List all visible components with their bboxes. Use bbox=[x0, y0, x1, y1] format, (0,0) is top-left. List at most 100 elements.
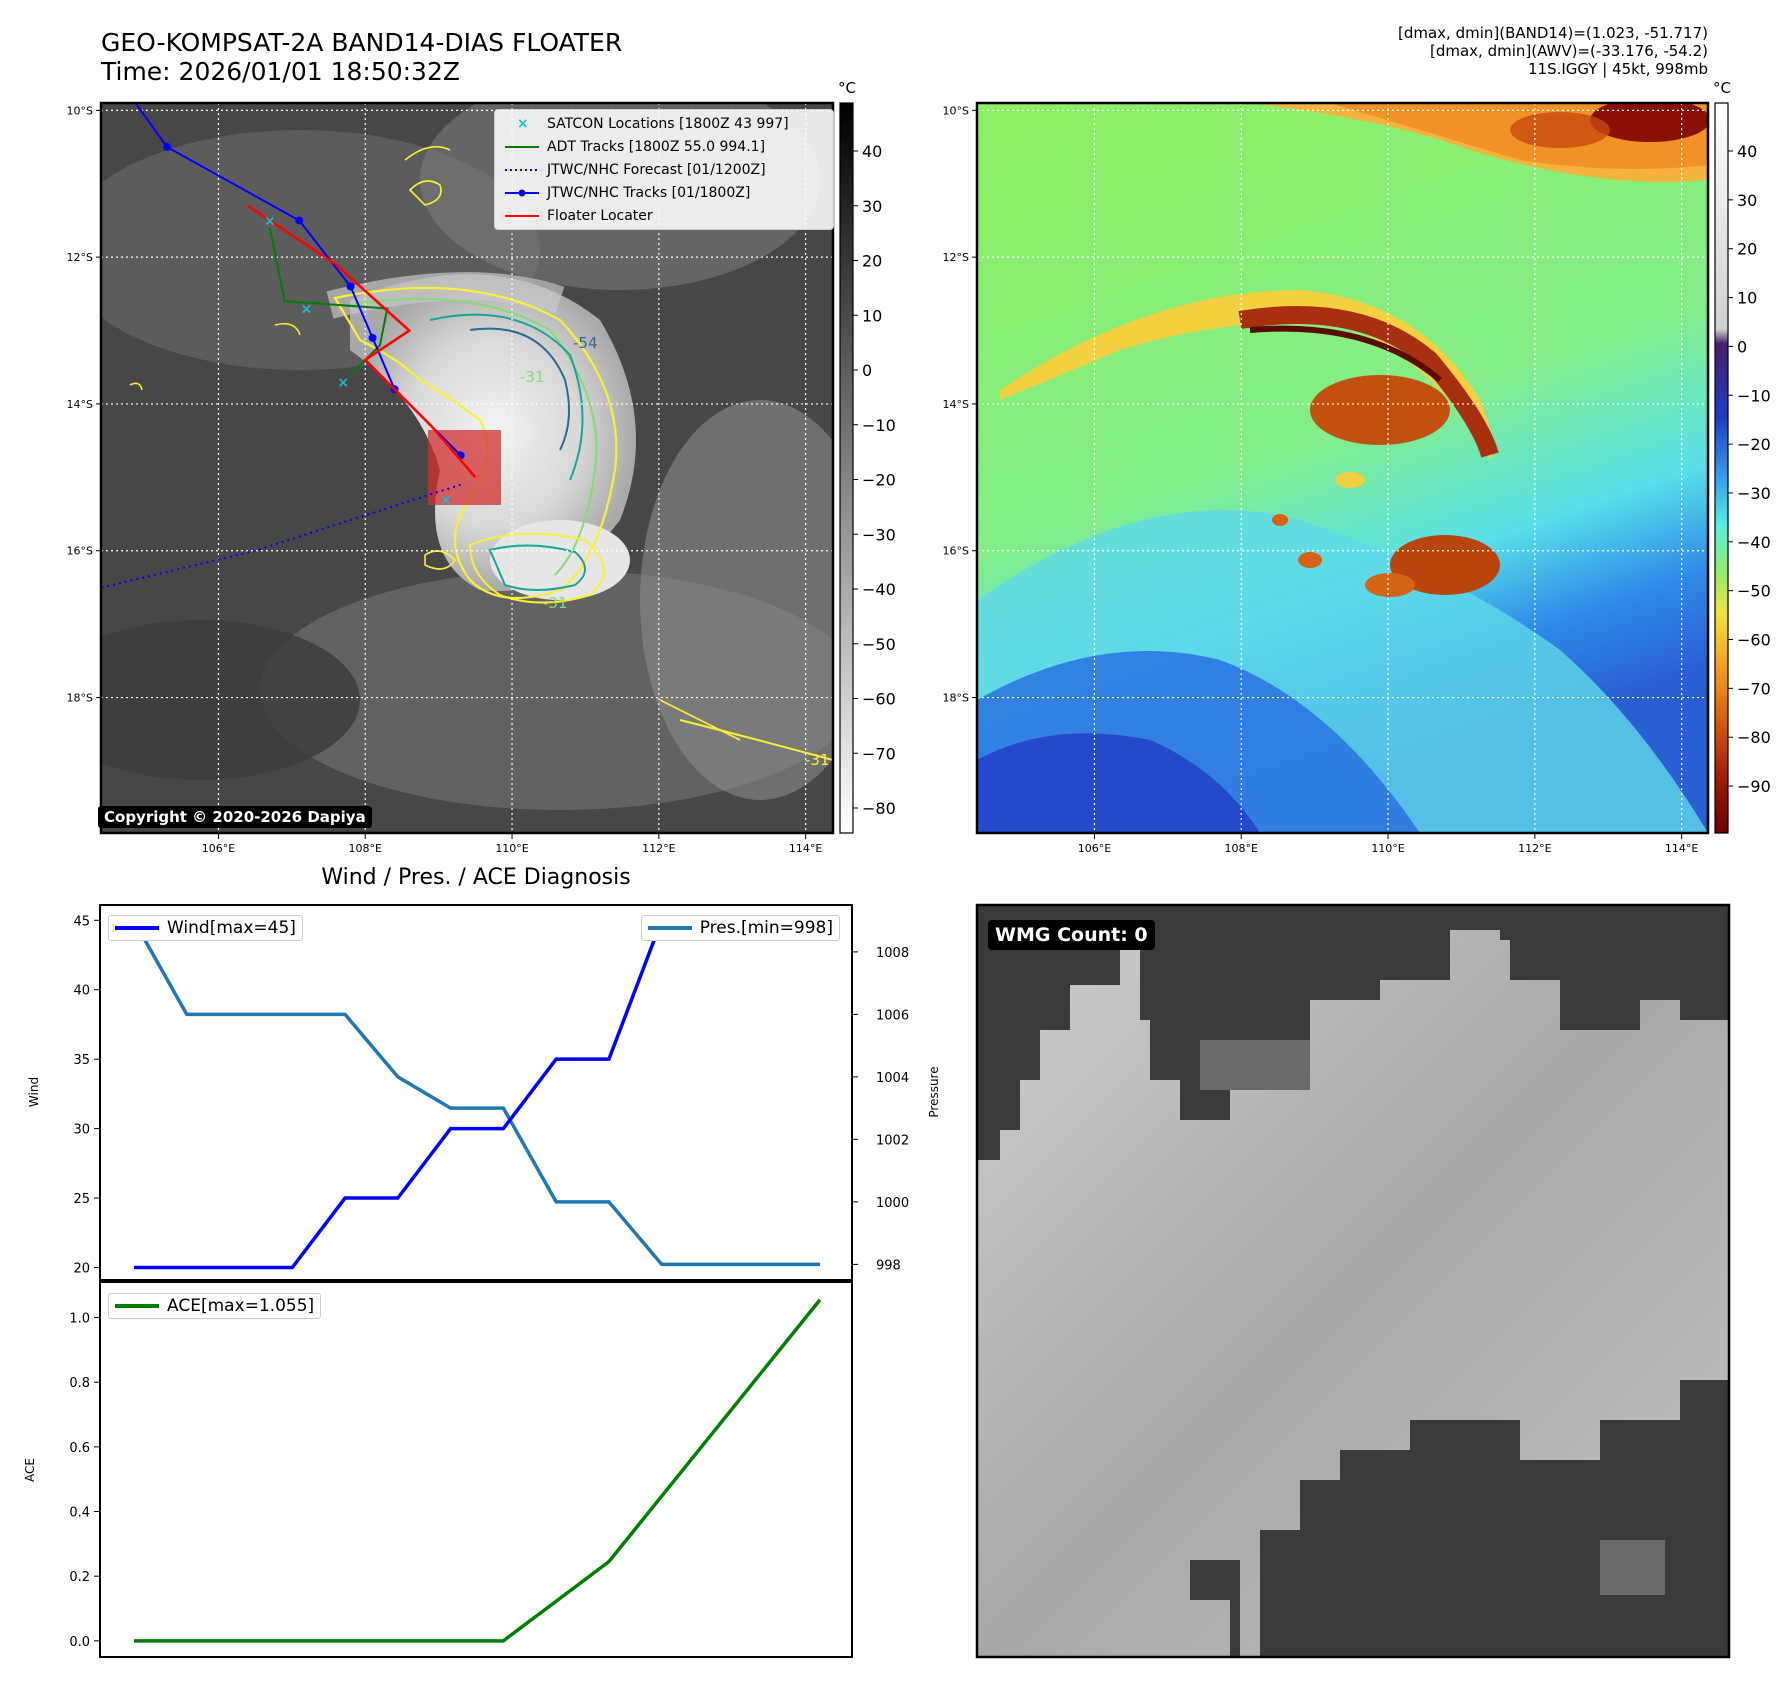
wind-axis-label: Wind bbox=[27, 1077, 41, 1107]
ir-map-frame bbox=[99, 101, 835, 835]
wind-legend-label: Wind[max=45] bbox=[167, 918, 296, 938]
colorbar-tick-label: 10 bbox=[1737, 289, 1757, 308]
colorbar-tick-label: 0 bbox=[862, 361, 872, 380]
contour-label: -54 bbox=[573, 334, 598, 352]
legend-item-floater: Floater Locater bbox=[499, 204, 829, 227]
awv-colorbar-ticks: 40 30 20 10 0 −10 −20 −30 −40 −50 −60 −70 −80 −90 bbox=[1728, 142, 1771, 796]
wmg-warm-patch bbox=[1200, 1040, 1310, 1090]
awv-map: 106°E 108°E 110°E 112°E 114°E 10°S 12°S 14°S 16°… bbox=[943, 101, 1710, 855]
colorbar-tick-label: −50 bbox=[1737, 582, 1771, 601]
colorbar-tick-label: −20 bbox=[1737, 435, 1771, 454]
colorbar-tick-label: −70 bbox=[1737, 679, 1771, 698]
colorbar-tick-label: 30 bbox=[862, 197, 882, 216]
pressure-tick-label: 1006 bbox=[876, 1008, 909, 1023]
wind-legend: Wind[max=45] bbox=[108, 915, 303, 941]
svg-text:×: × bbox=[517, 116, 529, 132]
wind-tick-label: 45 bbox=[73, 914, 90, 929]
adt-track-line bbox=[268, 227, 389, 376]
colorbar-tick-label: −80 bbox=[862, 799, 896, 818]
ace-legend-label: ACE[max=1.055] bbox=[167, 1296, 315, 1316]
legend-label: ADT Tracks [1800Z 55.0 994.1] bbox=[547, 138, 766, 155]
wind-tick-label: 35 bbox=[73, 1053, 90, 1068]
ir-legend: × SATCON Locations [1800Z 43 997] ADT Tr… bbox=[494, 109, 834, 230]
colorbar-tick-label: −50 bbox=[862, 635, 896, 654]
legend-item-satcon: × SATCON Locations [1800Z 43 997] bbox=[499, 112, 829, 135]
ir-contours bbox=[129, 145, 833, 761]
satcon-point: × bbox=[440, 492, 452, 508]
lat-tick-label: 12°S bbox=[67, 251, 93, 264]
lon-tick-label: 112°E bbox=[1518, 842, 1551, 855]
awv-colorbar: °C 40 30 20 10 0 −10 −20 −30 −40 −50 −60 −70 −80 −90 bbox=[1713, 79, 1771, 834]
colorbar-tick-label: −10 bbox=[1737, 386, 1771, 405]
lon-tick-label: 106°E bbox=[1078, 842, 1111, 855]
diag-ace-panel: 0.0 0.2 0.4 0.6 0.8 1.0 ACE bbox=[23, 1281, 853, 1658]
awv-colorbar-ramp bbox=[1714, 102, 1729, 834]
ir-colorbar: °C 40 30 20 10 0 −10 −20 −30 −40 −50 −60 −70 −80 bbox=[838, 79, 896, 834]
diag-title: Wind / Pres. / ACE Diagnosis bbox=[321, 865, 631, 890]
diag-ace-series bbox=[134, 1298, 822, 1643]
lat-tick-label: 10°S bbox=[943, 104, 969, 117]
wmg-count-badge: WMG Count: 0 bbox=[988, 920, 1155, 950]
ace-tick-label: 0.2 bbox=[69, 1570, 90, 1585]
colorbar-tick-label: 40 bbox=[1737, 142, 1757, 161]
x-marker-icon: × bbox=[517, 116, 529, 132]
lon-tick-label: 110°E bbox=[495, 842, 528, 855]
wind-tick-label: 30 bbox=[73, 1123, 90, 1138]
lon-tick-label: 114°E bbox=[1665, 842, 1698, 855]
ace-legend: ACE[max=1.055] bbox=[108, 1293, 322, 1319]
ir-colorbar-unit: °C bbox=[838, 79, 856, 97]
jtwc-track-point bbox=[295, 216, 304, 225]
legend-label: SATCON Locations [1800Z 43 997] bbox=[547, 115, 789, 132]
pressure-tick-label: 1004 bbox=[876, 1071, 909, 1086]
colorbar-tick-label: 40 bbox=[862, 142, 882, 161]
wind-tick-label: 25 bbox=[73, 1192, 90, 1207]
jtwc-track-point bbox=[163, 143, 172, 152]
lon-tick-label: 108°E bbox=[1225, 842, 1258, 855]
lon-tick-label: 110°E bbox=[1371, 842, 1404, 855]
ace-tick-label: 0.0 bbox=[69, 1635, 90, 1650]
lat-tick-label: 14°S bbox=[943, 398, 969, 411]
line-icon bbox=[505, 215, 539, 217]
lat-tick-label: 12°S bbox=[943, 251, 969, 264]
line-dot-icon bbox=[505, 189, 539, 197]
colorbar-tick-label: −60 bbox=[1737, 631, 1771, 650]
line-icon bbox=[505, 146, 539, 148]
awv-gridlines bbox=[977, 103, 1709, 833]
ir-colorbar-ticks: 40 30 20 10 0 −10 −20 −30 −40 −50 −60 −70 −80 bbox=[853, 142, 896, 818]
ace-axis-label: ACE bbox=[23, 1458, 37, 1482]
colorbar-tick-label: 30 bbox=[1737, 191, 1757, 210]
ace-tick-label: 0.6 bbox=[69, 1441, 90, 1456]
pressure-legend-swatch bbox=[647, 926, 692, 930]
contour-label: -31 bbox=[805, 751, 830, 769]
ace-tick-label: 1.0 bbox=[69, 1312, 90, 1327]
diag-ace-ticks: 0.0 0.2 0.4 0.6 0.8 1.0 bbox=[69, 1312, 100, 1650]
colorbar-tick-label: 20 bbox=[862, 252, 882, 271]
floater-box bbox=[428, 430, 501, 505]
colorbar-tick-label: −40 bbox=[1737, 533, 1771, 552]
pressure-series-line bbox=[132, 919, 820, 1267]
colorbar-tick-label: 20 bbox=[1737, 240, 1757, 259]
colorbar-tick-label: −70 bbox=[862, 744, 896, 763]
wind-tick-label: 40 bbox=[73, 984, 90, 999]
contour-label: -31 bbox=[520, 368, 545, 386]
ir-tracks: × × × × bbox=[101, 103, 477, 589]
lon-tick-label: 114°E bbox=[789, 842, 822, 855]
wmg-warm-patch bbox=[1600, 1540, 1665, 1595]
figure-title-line2: Time: 2026/01/01 18:50:32Z bbox=[101, 57, 460, 86]
ir-colorbar-ramp bbox=[839, 102, 854, 834]
lat-tick-label: 18°S bbox=[67, 692, 93, 705]
ir-contour-labels: -31 -31 -54 -31 bbox=[520, 334, 830, 769]
colorbar-tick-label: −10 bbox=[862, 416, 896, 435]
ace-tick-label: 0.8 bbox=[69, 1376, 90, 1391]
colorbar-tick-label: 0 bbox=[1737, 337, 1747, 356]
legend-item-jtwc-tracks: JTWC/NHC Tracks [01/1800Z] bbox=[499, 181, 829, 204]
legend-item-adt: ADT Tracks [1800Z 55.0 994.1] bbox=[499, 135, 829, 158]
legend-label: Floater Locater bbox=[547, 207, 653, 224]
diag-ace-frame bbox=[99, 1281, 853, 1658]
lon-tick-label: 108°E bbox=[349, 842, 382, 855]
dotted-line-icon bbox=[505, 169, 539, 171]
colorbar-tick-label: −20 bbox=[862, 471, 896, 490]
colorbar-tick-label: −80 bbox=[1737, 728, 1771, 747]
lon-tick-label: 112°E bbox=[642, 842, 675, 855]
legend-label: JTWC/NHC Tracks [01/1800Z] bbox=[547, 184, 751, 201]
